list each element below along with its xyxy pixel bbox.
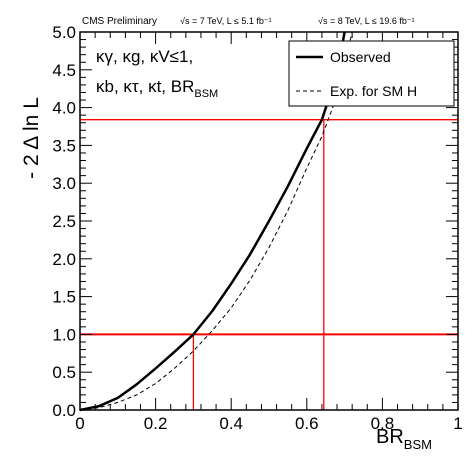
y-tick-label: 0.5: [52, 363, 76, 382]
legend-box: [288, 40, 455, 107]
y-tick-label: 2.5: [52, 212, 76, 231]
x-axis-label: BRBSM: [376, 426, 432, 452]
x-tick-label: 0.2: [144, 414, 168, 433]
x-tick-label: 0.4: [219, 414, 243, 433]
legend-expected-label: Exp. for SM H: [330, 83, 417, 99]
y-tick-label: 0.0: [52, 401, 76, 420]
x-axis-label-main: BR: [376, 426, 404, 448]
y-tick-label: 2.0: [52, 250, 76, 269]
y-axis-label: - 2 Δ ln L: [20, 97, 43, 179]
x-tick-label: 0: [75, 414, 84, 433]
annotation-line2: κb, κτ, κt, BRBSM: [96, 77, 218, 100]
header-lumi-8tev: √s = 8 TeV, L ≤ 19.6 fb⁻¹: [318, 16, 415, 26]
x-axis-label-sub: BSM: [404, 437, 432, 452]
y-tick-label: 3.5: [52, 136, 76, 155]
axis-ticks: 0 0.2 0.4 0.6 0.8 1 0.0 0.5 1.0 1.5 2.0 2.5 3.0 3.5 4.…: [52, 23, 462, 433]
curves: [79, 31, 353, 412]
y-tick-label: 5.0: [52, 23, 76, 42]
expected-curve: [79, 31, 353, 411]
annotation-line1: κγ, κg, κV≤1,: [96, 47, 193, 66]
y-tick-label: 1.5: [52, 288, 76, 307]
annotation: κγ, κg, κV≤1, κb, κτ, κt, BRBSM: [96, 47, 218, 100]
y-tick-label: 3.0: [52, 174, 76, 193]
plot-frame: [79, 31, 459, 411]
x-tick-label: 0.8: [371, 414, 395, 433]
legend-observed-label: Observed: [330, 49, 391, 65]
header-lumi-7tev: √s = 7 TeV, L ≤ 5.1 fb⁻¹: [180, 16, 272, 26]
y-tick-label: 1.0: [52, 325, 76, 344]
y-tick-label: 4.5: [52, 61, 76, 80]
annotation-line2-main: κb, κτ, κt, BR: [96, 77, 194, 96]
observed-curve: [79, 31, 346, 412]
legend: Observed Exp. for SM H: [288, 40, 455, 107]
y-tick-label: 4.0: [52, 99, 76, 118]
annotation-line2-sub: BSM: [194, 88, 218, 100]
header-experiment: CMS Preliminary: [82, 16, 157, 27]
x-tick-label: 1: [453, 414, 462, 433]
x-tick-label: 0.6: [295, 414, 319, 433]
reference-lines: [80, 119, 458, 410]
